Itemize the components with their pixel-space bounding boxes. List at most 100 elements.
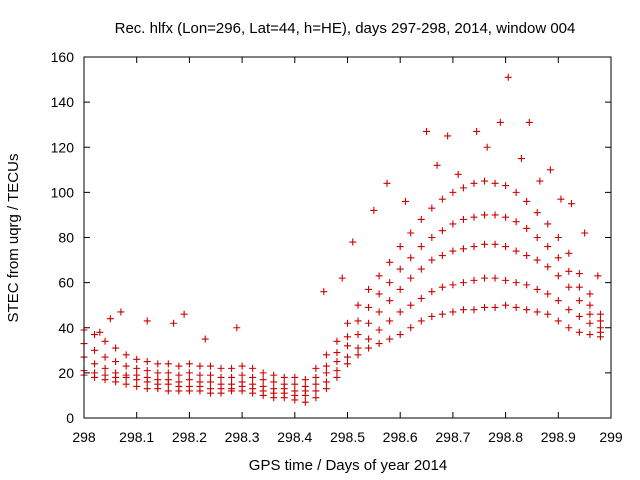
data-point <box>523 281 531 289</box>
data-point <box>491 211 499 219</box>
data-point <box>512 188 520 196</box>
data-point <box>270 371 278 379</box>
data-point <box>270 385 278 393</box>
data-point <box>312 364 320 372</box>
data-point <box>249 373 257 381</box>
data-point <box>586 310 594 318</box>
data-point <box>575 270 583 278</box>
data-point <box>449 188 457 196</box>
data-point <box>533 308 541 316</box>
axis-ticks: 298 298.1 298.2 298.3 298.4 298.5 298.6 298.7 29… <box>51 49 623 445</box>
data-point <box>196 371 204 379</box>
data-point <box>423 127 431 135</box>
data-point <box>206 385 214 393</box>
data-point <box>354 331 362 339</box>
data-point <box>496 118 504 126</box>
data-point <box>523 224 531 232</box>
data-point <box>407 254 415 262</box>
data-point <box>575 297 583 305</box>
data-point <box>354 351 362 359</box>
data-point <box>523 306 531 314</box>
data-point <box>459 279 467 287</box>
data-point <box>565 306 573 314</box>
data-point <box>449 308 457 316</box>
data-point <box>438 252 446 260</box>
data-point <box>206 371 214 379</box>
data-point <box>133 364 141 372</box>
data-point <box>122 380 130 388</box>
data-point <box>164 387 172 395</box>
data-point <box>438 195 446 203</box>
y-tick-label: 100 <box>51 184 75 200</box>
data-point <box>557 195 565 203</box>
data-point <box>133 355 141 363</box>
data-point <box>338 274 346 282</box>
data-point <box>238 371 246 379</box>
data-point <box>91 369 99 377</box>
data-point <box>185 376 193 384</box>
data-point <box>375 326 383 334</box>
data-point <box>291 373 299 381</box>
data-point <box>259 369 267 377</box>
data-point <box>470 276 478 284</box>
x-tick-label: 298.8 <box>488 429 523 445</box>
data-point <box>428 234 436 241</box>
data-point <box>596 317 604 325</box>
data-point <box>238 378 246 386</box>
data-point <box>228 380 236 388</box>
data-point <box>544 310 552 318</box>
data-point <box>491 179 499 187</box>
data-point <box>333 373 341 381</box>
data-point <box>301 398 309 406</box>
data-point <box>133 371 141 379</box>
data-point <box>565 249 573 257</box>
x-tick-label: 298.9 <box>541 429 576 445</box>
data-point <box>228 364 236 372</box>
data-point <box>581 229 589 237</box>
data-point <box>365 303 373 311</box>
data-point <box>320 288 328 296</box>
data-point <box>417 265 425 273</box>
data-point <box>502 243 510 251</box>
data-point <box>470 243 478 251</box>
data-point <box>504 73 512 81</box>
data-point <box>502 213 510 221</box>
data-point <box>396 331 404 339</box>
data-point <box>201 335 209 343</box>
data-point <box>512 279 520 287</box>
data-point <box>544 243 552 251</box>
data-point <box>164 376 172 384</box>
data-point <box>473 127 481 135</box>
data-point <box>322 385 330 393</box>
data-point <box>344 333 351 341</box>
data-point <box>491 274 499 282</box>
data-point <box>312 380 320 388</box>
y-tick-label: 80 <box>58 230 74 246</box>
data-point <box>428 204 436 212</box>
data-point <box>322 369 330 377</box>
y-tick-label: 120 <box>51 139 75 155</box>
data-point <box>322 362 330 370</box>
data-point <box>417 215 425 223</box>
data-point <box>438 227 446 235</box>
data-point <box>206 362 214 370</box>
data-point <box>164 360 172 368</box>
data-point <box>333 358 341 366</box>
data-point <box>375 308 383 316</box>
data-point <box>470 306 478 314</box>
data-point <box>196 378 204 386</box>
data-point <box>533 234 541 241</box>
x-tick-label: 298 <box>72 429 96 445</box>
data-point <box>386 335 394 343</box>
data-point <box>354 317 362 325</box>
data-point <box>428 256 436 264</box>
data-point <box>417 317 425 325</box>
data-point <box>185 360 193 368</box>
data-point <box>143 317 151 325</box>
data-point <box>154 369 162 377</box>
data-point <box>112 344 120 352</box>
data-point <box>417 294 425 302</box>
data-point <box>396 285 404 293</box>
data-point <box>96 328 104 336</box>
